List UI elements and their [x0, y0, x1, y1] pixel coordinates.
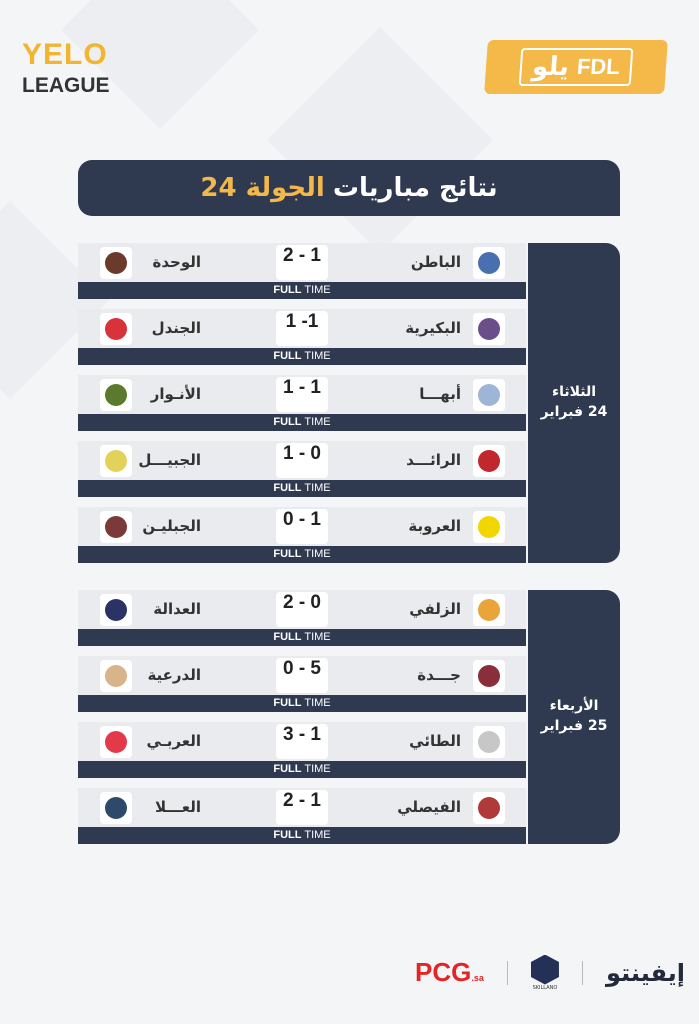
- fdl-logo: يلو FDL: [484, 40, 668, 94]
- match-score: 3 - 1: [276, 724, 328, 759]
- home-team-logo: [473, 379, 505, 411]
- divider: [506, 960, 508, 985]
- away-team-name: الدرعية: [147, 666, 201, 684]
- home-team-name: الفيصلي: [397, 798, 461, 816]
- match-score: 2 - 1: [276, 790, 328, 825]
- away-team-logo: [100, 445, 132, 477]
- title-main: نتائج مباريات: [332, 173, 498, 203]
- home-team-logo: [473, 511, 505, 543]
- away-team-name: العـــلا: [154, 798, 201, 816]
- away-team-name: الجندل: [151, 319, 201, 337]
- day-date: 25 فبراير: [540, 718, 608, 734]
- away-team-logo: [100, 792, 132, 824]
- match-score: 0 - 5: [276, 658, 328, 693]
- match-row: الجبيـــل 1 - 0 الرائـــد FULL TIME: [78, 441, 526, 497]
- full-time-bar: FULL TIME: [78, 348, 526, 365]
- away-team-logo: [100, 247, 132, 279]
- pcg-logo: PCG.sa: [415, 957, 484, 987]
- home-team-logo: [473, 726, 505, 758]
- divider: [582, 960, 583, 985]
- day-name: الثلاثاء: [551, 384, 597, 401]
- home-team-logo: [473, 313, 505, 345]
- match-row: الجبليـن 0 - 1 العروبة FULL TIME: [78, 507, 526, 563]
- match-row: الدرعية 0 - 5 جـــدة FULL TIME: [78, 656, 526, 712]
- away-team-logo: [100, 726, 132, 758]
- logo-text-league: LEAGUE: [22, 74, 110, 97]
- home-team-name: الرائـــد: [406, 451, 461, 469]
- match-row: الجندل 1 -1 البكيرية FULL TIME: [78, 309, 526, 365]
- away-team-logo: [100, 379, 132, 411]
- match-row: الأنـوار 1 - 1 أبهـــا FULL TIME: [78, 375, 526, 431]
- sponsors-bar: PCG.sa SKILLANO إيفينتو: [415, 950, 685, 995]
- home-team-name: العروبة: [408, 517, 461, 535]
- match-score: 2 - 0: [276, 592, 328, 627]
- home-team-logo: [473, 660, 505, 692]
- full-time-bar: FULL TIME: [78, 480, 526, 497]
- match-row: العـــلا 2 - 1 الفيصلي FULL TIME: [78, 788, 526, 844]
- match-day-label: الثلاثاء 24 فبراير: [528, 243, 620, 563]
- day-name: الأربعاء: [549, 698, 599, 715]
- away-team-name: الجبليـن: [142, 517, 201, 535]
- home-team-logo: [473, 792, 505, 824]
- match-row: العربـي 3 - 1 الطائي FULL TIME: [78, 722, 526, 778]
- home-team-name: الطائي: [409, 732, 461, 750]
- background-pattern: [266, 26, 494, 254]
- full-time-bar: FULL TIME: [78, 629, 526, 646]
- away-team-name: الأنـوار: [150, 385, 201, 403]
- home-team-name: أبهـــا: [419, 385, 461, 403]
- home-team-name: جـــدة: [417, 666, 461, 684]
- background-pattern: [0, 201, 109, 399]
- day-date: 24 فبراير: [540, 404, 608, 420]
- fdl-logo-english: FDL: [576, 54, 621, 79]
- full-time-bar: FULL TIME: [78, 695, 526, 712]
- away-team-logo: [100, 511, 132, 543]
- home-team-name: البكيرية: [405, 319, 461, 337]
- match-score: 0 - 1: [276, 509, 328, 544]
- match-day-label: الأربعاء 25 فبراير: [528, 590, 620, 844]
- away-team-logo: [100, 313, 132, 345]
- full-time-bar: FULL TIME: [78, 546, 526, 563]
- full-time-bar: FULL TIME: [78, 761, 526, 778]
- away-team-logo: [100, 594, 132, 626]
- match-row: الوحدة 2 - 1 الباطن FULL TIME: [78, 243, 526, 299]
- away-team-name: العدالة: [153, 600, 201, 618]
- match-row: العدالة 2 - 0 الزلفي FULL TIME: [78, 590, 526, 646]
- yelo-league-logo: YELO LEAGUE: [22, 38, 110, 98]
- away-team-name: الوحدة: [152, 253, 201, 271]
- full-time-bar: FULL TIME: [78, 414, 526, 431]
- home-team-name: الباطن: [410, 253, 461, 271]
- away-team-logo: [100, 660, 132, 692]
- match-score: 1 - 0: [276, 443, 328, 478]
- logo-text-yelo: YELO: [22, 38, 108, 71]
- home-team-name: الزلفي: [409, 600, 461, 618]
- infinito-logo: إيفينتو: [606, 958, 685, 987]
- match-score: 1 - 1: [276, 377, 328, 412]
- away-team-name: العربـي: [146, 732, 201, 750]
- home-team-logo: [473, 445, 505, 477]
- home-team-logo: [473, 594, 505, 626]
- match-score: 1 -1: [276, 311, 328, 346]
- match-score: 2 - 1: [276, 245, 328, 280]
- full-time-bar: FULL TIME: [78, 282, 526, 299]
- page-title: نتائج مباريات الجولة 24: [78, 160, 620, 216]
- fdl-logo-arabic: يلو: [531, 52, 571, 82]
- skillano-logo: SKILLANO: [530, 954, 559, 991]
- title-round: الجولة 24: [200, 173, 325, 203]
- home-team-logo: [473, 247, 505, 279]
- full-time-bar: FULL TIME: [78, 827, 526, 844]
- away-team-name: الجبيـــل: [138, 451, 201, 469]
